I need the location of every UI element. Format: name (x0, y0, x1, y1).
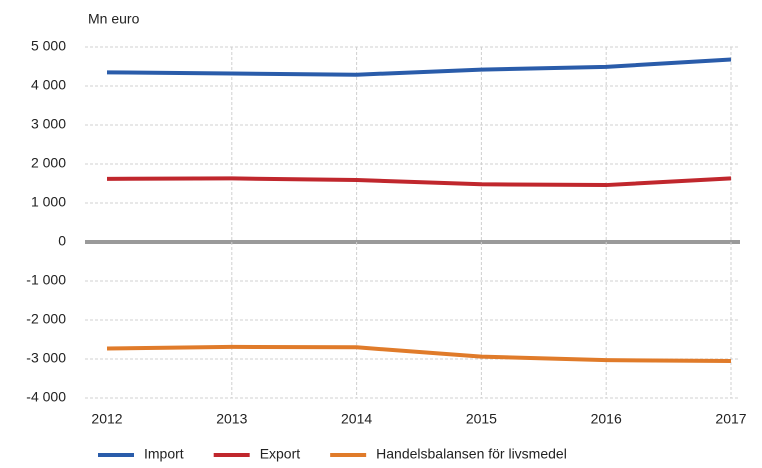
y-tick-label: -4 000 (26, 389, 66, 405)
series-line (106, 176, 732, 188)
y-tick-label: 1 000 (31, 194, 66, 210)
x-tick-label: 2014 (341, 411, 372, 427)
y-axis-label: Mn euro (88, 11, 140, 27)
y-tick-label: 0 (58, 233, 66, 249)
y-tick-label: 5 000 (31, 38, 66, 54)
legend-label: Handelsbalansen för livsmedel (376, 446, 567, 462)
x-tick-label: 2017 (715, 411, 746, 427)
x-tick-label: 2016 (591, 411, 622, 427)
legend-label: Export (260, 446, 301, 462)
y-tick-label: -2 000 (26, 311, 66, 327)
y-tick-label: 4 000 (31, 77, 66, 93)
x-tick-label: 2012 (91, 411, 122, 427)
y-tick-label: 2 000 (31, 155, 66, 171)
y-tick-label: -3 000 (26, 350, 66, 366)
y-tick-label: -1 000 (26, 272, 66, 288)
legend-label: Import (144, 446, 184, 462)
x-tick-label: 2015 (466, 411, 497, 427)
series-line (106, 57, 732, 77)
y-tick-label: 3 000 (31, 116, 66, 132)
series-line (106, 344, 732, 363)
x-tick-label: 2013 (216, 411, 247, 427)
